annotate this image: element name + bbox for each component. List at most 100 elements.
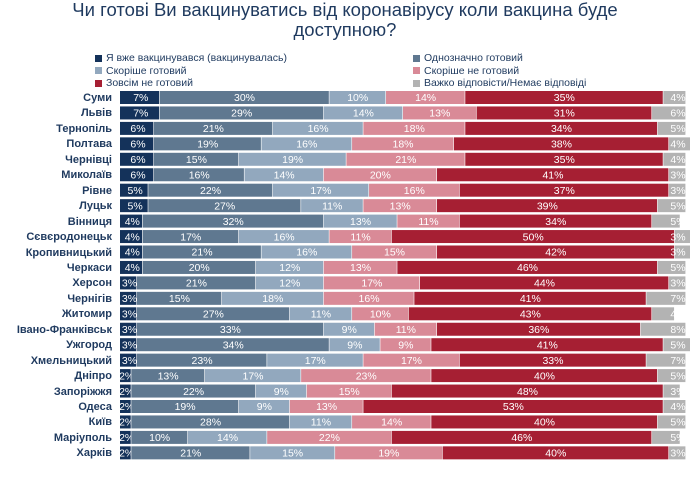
category-label: Суми	[83, 92, 112, 104]
data-label: 3%	[670, 278, 685, 290]
bar-segment	[352, 307, 409, 321]
bar-segment	[267, 430, 392, 444]
data-label: 16%	[189, 169, 210, 181]
bar-segment	[238, 400, 290, 413]
data-label: 27%	[214, 200, 235, 212]
data-label: 34%	[223, 339, 244, 351]
data-label: 3%	[670, 247, 685, 259]
category-label: Одеса	[78, 401, 112, 413]
bar-segment	[352, 245, 437, 259]
data-label: 3%	[122, 339, 137, 351]
bar-segment	[238, 152, 346, 166]
data-label: 7%	[670, 355, 685, 367]
bar-segment	[120, 91, 160, 104]
data-label: 18%	[392, 139, 413, 151]
data-label: 11%	[350, 231, 370, 243]
bar-segment	[136, 338, 329, 352]
data-label: 3%	[670, 231, 685, 243]
bar-segment	[652, 307, 675, 321]
bar-segment	[323, 276, 420, 290]
data-label: 3%	[670, 448, 685, 460]
legend-label: Скоріше готовий	[106, 64, 187, 77]
bar-segment	[153, 121, 273, 135]
data-label: 48%	[517, 386, 538, 398]
data-label: 40%	[545, 448, 566, 460]
category-label: Миколаїв	[61, 169, 112, 182]
bar-segment	[442, 446, 669, 460]
data-label: 28%	[200, 417, 221, 429]
bar-segment	[120, 199, 148, 213]
category-label: Чернівці	[65, 153, 112, 166]
legend-item: Я вже вакцинувався (вакцинувалась)	[95, 52, 287, 64]
data-label: 23%	[192, 355, 213, 367]
bar-segment	[120, 322, 137, 336]
data-label: 6%	[130, 169, 145, 181]
bar-segment	[436, 245, 675, 259]
data-label: 23%	[356, 370, 377, 382]
legend-item: Зовсім не готовий	[95, 77, 193, 89]
bar-segment	[408, 307, 652, 321]
category-label: Дніпро	[74, 370, 112, 383]
data-label: 18%	[262, 293, 283, 305]
legend-label: Скоріше не готовий	[424, 64, 520, 77]
data-label: 8%	[670, 324, 685, 336]
bar-row: 4% 21% 16% 15% 42% 3%	[120, 245, 690, 259]
bar-segment	[120, 214, 143, 228]
bar-segment	[136, 307, 290, 321]
bar-segment	[120, 291, 137, 305]
data-label: 4%	[670, 401, 685, 413]
bar-segment	[120, 430, 131, 444]
data-label: 35%	[554, 154, 575, 166]
bar-segment	[669, 183, 686, 197]
category-label: Луцьк	[79, 200, 112, 213]
bar-segment	[136, 291, 222, 305]
bar-segment	[120, 353, 137, 367]
data-label: 2%	[119, 386, 134, 398]
bar-segment	[272, 121, 363, 135]
data-label: 5%	[670, 123, 685, 135]
bar-segment	[153, 152, 239, 166]
bar-segment	[142, 245, 261, 259]
legend-label: Зовсім не готовий	[106, 77, 193, 89]
data-label: 21%	[395, 154, 416, 166]
bar-segment	[120, 183, 148, 197]
bar-segment	[363, 199, 437, 213]
bar-segment	[391, 384, 663, 398]
bar-segment	[363, 353, 459, 367]
data-label: 16%	[359, 293, 380, 305]
bar-segment	[352, 415, 431, 429]
data-label: 16%	[296, 139, 317, 151]
bar-segment	[255, 260, 324, 274]
bar-segment	[120, 400, 131, 413]
data-label: 3%	[122, 309, 137, 321]
bar-segment	[674, 230, 690, 244]
data-label: 14%	[381, 417, 402, 429]
bar-segment	[120, 121, 154, 135]
legend-swatch	[95, 79, 102, 87]
bar-segment	[323, 168, 437, 182]
bar-segment	[131, 430, 188, 444]
bar-segment	[663, 400, 686, 413]
bar-row: 3% 34% 9% 9% 41% 5%	[120, 338, 690, 351]
bar-segment	[397, 260, 658, 274]
bar-segment	[663, 338, 690, 352]
bar-segment	[465, 91, 663, 104]
bar-row: 2% 21% 15% 19% 40% 3%	[119, 446, 686, 460]
data-label: 46%	[517, 262, 538, 274]
data-label: 16%	[404, 185, 425, 197]
legend-label: Однозначно готовий	[424, 52, 523, 64]
bar-segment	[352, 137, 454, 151]
bar-segment	[238, 230, 329, 244]
bar-row: 3% 15% 18% 16% 41% 7%	[120, 291, 686, 305]
bar-segment	[476, 106, 652, 120]
legend-item: Важко відповісти/Немає відповіді	[413, 77, 586, 89]
bar-row: 5% 27% 11% 13% 39% 5%	[120, 199, 686, 212]
data-label: 5%	[670, 200, 685, 212]
category-label: Житомир	[61, 308, 112, 321]
bar-segment	[459, 214, 652, 228]
data-label: 6%	[130, 139, 145, 151]
bar-row: 3% 33% 9% 11% 36% 8%	[120, 322, 686, 336]
data-label: 13%	[429, 108, 450, 120]
bar-segment	[403, 106, 476, 120]
data-label: 43%	[520, 309, 541, 321]
